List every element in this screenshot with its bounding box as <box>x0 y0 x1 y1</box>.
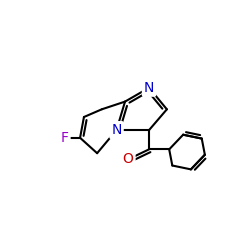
Text: N: N <box>144 81 154 95</box>
Text: O: O <box>123 152 134 166</box>
Text: F: F <box>60 131 68 145</box>
Text: N: N <box>111 123 122 137</box>
